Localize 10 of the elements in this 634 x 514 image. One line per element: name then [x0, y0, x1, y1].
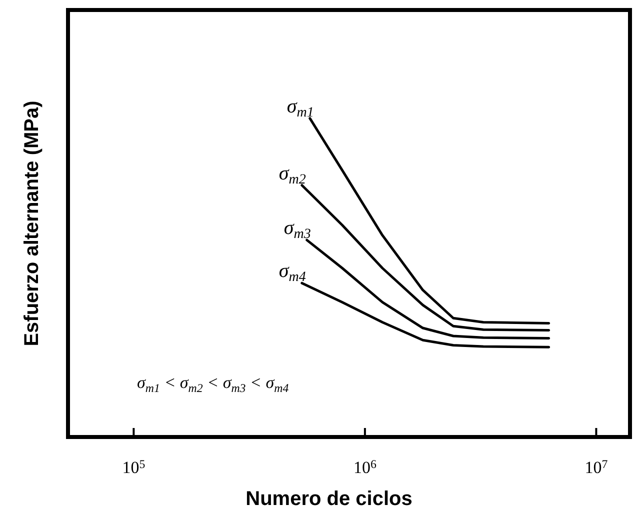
series-label: σ$_{m3}$ [284, 217, 311, 242]
y-axis-title: Esfuerzo alternante (MPa) [21, 100, 43, 346]
series-label: σ$_{m2}$ [278, 162, 306, 188]
x-tick-label: 10$^{5}$ [122, 457, 146, 477]
x-tick-label: 10$^{7}$ [584, 457, 608, 477]
x-tick-label: 10$^{6}$ [353, 457, 376, 477]
x-axis-title: Numero de ciclos [246, 488, 412, 510]
series-label: σ$_{m1}$ [286, 95, 314, 121]
series-label: σ$_{m4}$ [278, 260, 306, 286]
annotation: σ$_{m1}$ < σ$_{m2}$ < σ$_{m3}$ < σ$_{m4}$ [137, 373, 289, 395]
